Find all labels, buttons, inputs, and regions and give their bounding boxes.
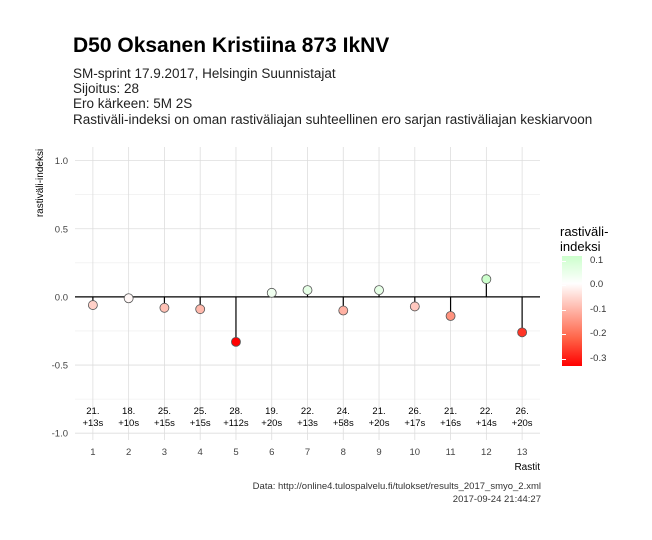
- x-tick-label: 11: [446, 447, 456, 458]
- x-tick-label: 1: [90, 447, 95, 458]
- data-point: [231, 336, 241, 347]
- x-axis-label: Rastit: [514, 462, 540, 473]
- annotation-rank: 26.: [408, 406, 421, 417]
- data-point: [481, 274, 492, 285]
- annotation-rank: 24.: [337, 406, 350, 417]
- data-point: [159, 302, 170, 313]
- annotation-diff: +20s: [261, 418, 282, 429]
- data-point: [123, 293, 134, 304]
- annotation-diff: +58s: [333, 418, 354, 429]
- legend-tick: [562, 285, 566, 287]
- x-tick-label: 4: [198, 447, 203, 458]
- data-point: [445, 311, 456, 321]
- subtitle-gap: Ero kärkeen: 5M 2S: [73, 96, 193, 111]
- data-point: [87, 300, 98, 310]
- annotation-diff: +10s: [118, 418, 139, 429]
- annotation-rank: 28.: [229, 406, 242, 417]
- data-point: [374, 285, 384, 295]
- legend-label: 0.1: [590, 254, 604, 266]
- annotation-diff: +13s: [82, 418, 103, 429]
- x-tick-label: 7: [305, 447, 310, 458]
- annotation-rank: 18.: [122, 406, 135, 417]
- x-tick-label: 10: [410, 447, 421, 458]
- legend-label: -0.3: [590, 352, 607, 364]
- chart-title: D50 Oksanen Kristiina 873 IkNV: [73, 34, 390, 57]
- y-axis: 1.0 0.5 0.0 -0.5 -1.0: [52, 156, 68, 440]
- legend-title: rastiväli- indeksi: [560, 224, 608, 254]
- annotation-rank: 25.: [158, 406, 171, 417]
- subtitle-placement: Sijoitus: 28: [73, 81, 140, 96]
- annotation-rank: 21.: [86, 406, 99, 417]
- y-tick-label: 1.0: [55, 156, 68, 167]
- data-point: [409, 301, 420, 312]
- annotation-rank: 21.: [372, 406, 385, 417]
- y-tick-label: 0.5: [55, 224, 68, 235]
- legend-title-line2: indeksi: [560, 239, 601, 254]
- data-point: [195, 304, 206, 315]
- data-source: Data: http://online4.tulospalvelu.fi/tul…: [252, 481, 541, 492]
- legend-tick: [562, 358, 566, 360]
- x-tick-label: 5: [233, 447, 238, 458]
- y-tick-label: 0.0: [55, 292, 68, 303]
- annotation-diff: +17s: [404, 418, 425, 429]
- legend-label: -0.1: [590, 303, 607, 315]
- annotation-rank: 26.: [516, 406, 529, 417]
- legend-tick: [562, 334, 566, 336]
- x-tick-label: 8: [341, 447, 346, 458]
- legend-tick: [562, 260, 566, 262]
- legend-label: -0.2: [590, 328, 607, 340]
- x-tick-label: 13: [517, 447, 528, 458]
- annotation-rank: 19.: [265, 406, 278, 417]
- timestamp: 2017-09-24 21:44:27: [452, 494, 541, 505]
- legend-color-bar: [562, 256, 582, 366]
- data-points: [87, 274, 528, 347]
- data-point: [302, 285, 313, 295]
- y-tick-label: -1.0: [52, 429, 68, 440]
- subtitle-description: Rastiväli-indeksi on oman rastiväliajan …: [73, 112, 593, 127]
- annotation-rank: 22.: [480, 406, 493, 417]
- data-point: [266, 287, 277, 298]
- subtitle-event: SM-sprint 17.9.2017, Helsingin Suunnista…: [73, 66, 336, 81]
- x-tick-label: 6: [269, 447, 274, 458]
- data-point: [338, 305, 349, 316]
- annotation-diff: +13s: [297, 418, 318, 429]
- x-axis: 1 2 3 4 5 6 7 8 9 10 11 12 13: [90, 447, 527, 458]
- legend-tick: [562, 309, 566, 311]
- annotation-diff: +16s: [440, 418, 461, 429]
- annotation-diff: +112s: [223, 418, 249, 429]
- annotation-rank: 22.: [301, 406, 314, 417]
- legend-title-line1: rastiväli-: [560, 224, 609, 239]
- data-point: [517, 327, 528, 338]
- annotation-diff: +14s: [476, 418, 497, 429]
- x-tick-label: 2: [126, 447, 131, 458]
- x-tick-label: 9: [376, 447, 381, 458]
- split-annotations: 21.+13s18.+10s25.+15s25.+15s28.+112s19.+…: [82, 406, 532, 429]
- annotation-diff: +20s: [512, 418, 533, 429]
- annotation-diff: +15s: [190, 418, 211, 429]
- y-axis-label: rastiväli-indeksi: [35, 149, 46, 217]
- legend-label: 0.0: [590, 279, 604, 291]
- y-tick-label: -0.5: [52, 361, 68, 372]
- annotation-diff: +20s: [369, 418, 390, 429]
- annotation-diff: +15s: [154, 418, 175, 429]
- x-tick-label: 12: [481, 447, 492, 458]
- annotation-rank: 21.: [444, 406, 457, 417]
- annotation-rank: 25.: [194, 406, 207, 417]
- x-tick-label: 3: [162, 447, 167, 458]
